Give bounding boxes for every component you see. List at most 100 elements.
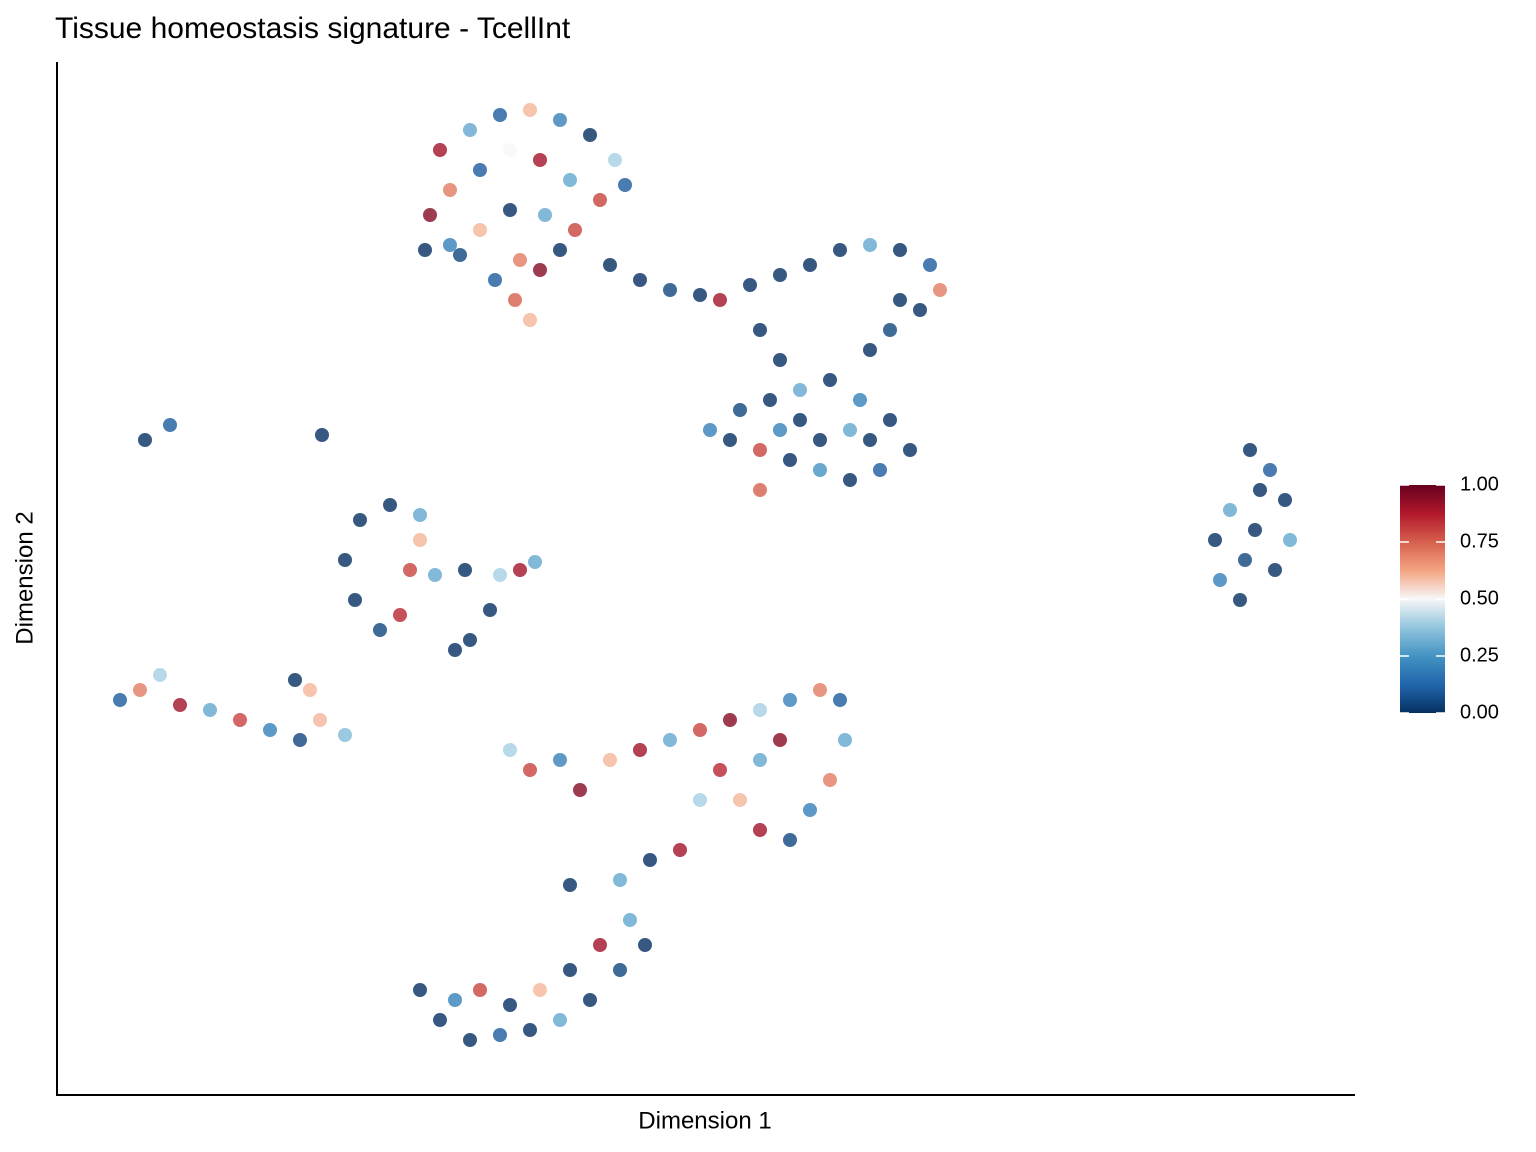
points <box>113 103 1297 1047</box>
point <box>783 833 797 847</box>
point <box>793 383 807 397</box>
point <box>583 128 597 142</box>
point <box>753 753 767 767</box>
point <box>493 1028 507 1042</box>
point <box>303 683 317 697</box>
point <box>493 108 507 122</box>
point <box>753 323 767 337</box>
point <box>713 293 727 307</box>
point <box>138 433 152 447</box>
point <box>1263 463 1277 477</box>
point <box>553 243 567 257</box>
point <box>513 253 527 267</box>
point <box>843 423 857 437</box>
y-axis-label: Dimension 2 <box>11 511 38 644</box>
point <box>838 733 852 747</box>
point <box>473 983 487 997</box>
point <box>413 508 427 522</box>
point <box>663 733 677 747</box>
point <box>763 393 777 407</box>
point <box>313 713 327 727</box>
point <box>508 293 522 307</box>
point <box>853 393 867 407</box>
point <box>563 963 577 977</box>
point <box>133 683 147 697</box>
point <box>673 843 687 857</box>
point <box>403 563 417 577</box>
point <box>473 163 487 177</box>
point <box>663 283 677 297</box>
point <box>693 288 707 302</box>
point <box>1248 523 1262 537</box>
point <box>1233 593 1247 607</box>
point <box>315 428 329 442</box>
point <box>603 258 617 272</box>
point <box>338 728 352 742</box>
point <box>523 1023 537 1037</box>
point <box>463 123 477 137</box>
point <box>633 743 647 757</box>
point <box>203 703 217 717</box>
point <box>793 413 807 427</box>
point <box>863 433 877 447</box>
point <box>593 193 607 207</box>
point <box>428 568 442 582</box>
chart-title: Tissue homeostasis signature - TcellInt <box>55 12 571 45</box>
point <box>823 373 837 387</box>
point <box>288 673 302 687</box>
point <box>458 563 472 577</box>
point <box>393 608 407 622</box>
point <box>413 533 427 547</box>
point <box>568 223 582 237</box>
point <box>423 208 437 222</box>
x-axis-label: Dimension 1 <box>638 1107 771 1134</box>
point <box>893 243 907 257</box>
point <box>823 773 837 787</box>
point <box>833 693 847 707</box>
point <box>1243 443 1257 457</box>
point <box>1268 563 1282 577</box>
point <box>563 878 577 892</box>
point <box>638 938 652 952</box>
point <box>913 303 927 317</box>
point <box>503 743 517 757</box>
point <box>523 103 537 117</box>
point <box>448 643 462 657</box>
point <box>513 563 527 577</box>
point <box>603 753 617 767</box>
point <box>173 698 187 712</box>
point <box>753 443 767 457</box>
colorbar-tick-label: 0.00 <box>1460 701 1499 723</box>
point <box>863 238 877 252</box>
point <box>483 603 497 617</box>
point <box>493 568 507 582</box>
point <box>433 143 447 157</box>
colorbar-tick-label: 0.25 <box>1460 644 1499 666</box>
point <box>733 403 747 417</box>
point <box>773 733 787 747</box>
point <box>783 453 797 467</box>
point <box>613 873 627 887</box>
point <box>713 763 727 777</box>
point <box>553 1013 567 1027</box>
point <box>533 263 547 277</box>
point <box>163 418 177 432</box>
point <box>528 555 542 569</box>
point <box>473 223 487 237</box>
point <box>433 1013 447 1027</box>
point <box>463 1033 477 1047</box>
point <box>353 513 367 527</box>
point <box>623 913 637 927</box>
point <box>873 463 887 477</box>
colorbar-tick-label: 1.00 <box>1460 473 1499 495</box>
point <box>1238 553 1252 567</box>
point <box>813 463 827 477</box>
point <box>373 623 387 637</box>
point <box>723 713 737 727</box>
point <box>503 143 517 157</box>
point <box>863 343 877 357</box>
point <box>583 993 597 1007</box>
point <box>723 433 737 447</box>
point <box>523 763 537 777</box>
